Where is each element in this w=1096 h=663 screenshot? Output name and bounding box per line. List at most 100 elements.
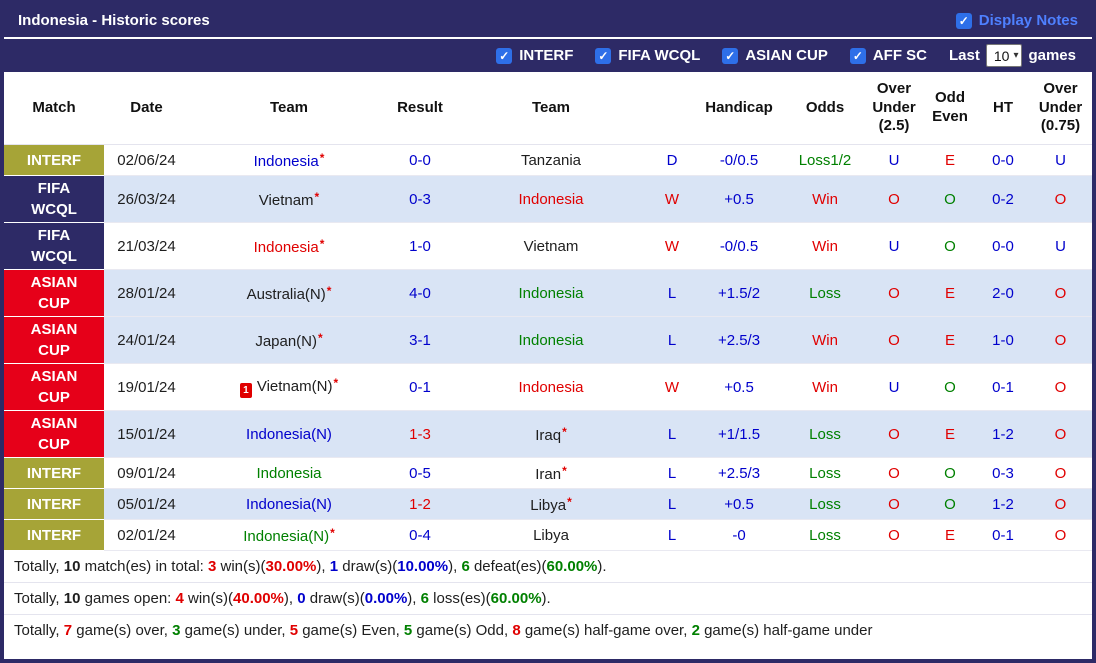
filter-toggle-aff-sc[interactable]: ✓ AFF SC <box>849 47 928 64</box>
column-header <box>651 72 693 145</box>
odds-result: Loss <box>785 519 865 551</box>
competition-label: FIFA WCQL <box>31 180 77 218</box>
team-name: Vietnam <box>523 237 579 255</box>
summary-section: Totally, 10 match(es) in total: 3 win(s)… <box>4 551 1092 646</box>
summary-segment: 5 <box>289 622 299 639</box>
result-letter: L <box>651 269 693 317</box>
score: 0-4 <box>389 519 451 551</box>
summary-segment: Totally, <box>14 590 64 607</box>
checkbox-icon[interactable]: ✓ <box>496 47 513 64</box>
summary-segment: 0.00% <box>364 590 408 607</box>
star-marker: * <box>326 283 332 298</box>
display-notes-label: Display Notes <box>978 12 1078 29</box>
result-letter: L <box>651 519 693 551</box>
star-marker: * <box>319 236 325 251</box>
odds-result: Win <box>785 363 865 411</box>
last-games-control: Last 10 ▾ games <box>949 44 1076 67</box>
handicap: +0.5 <box>693 488 785 520</box>
away-team: Libya <box>451 519 651 551</box>
summary-segment: 4 <box>175 590 184 607</box>
competition-label: INTERF <box>26 526 82 544</box>
star-marker: * <box>330 525 335 540</box>
summary-segment: 30.00% <box>265 558 317 575</box>
result-letter: W <box>651 175 693 223</box>
checkbox-icon[interactable]: ✓ <box>722 47 739 64</box>
column-header: Match <box>4 72 104 145</box>
filter-label: ASIAN CUP <box>745 47 828 64</box>
filter-bar: ✓ INTERF ✓ FIFA WCQL ✓ ASIAN CUP ✓ AFF SC Last … <box>4 39 1092 72</box>
match-date: 24/01/24 <box>104 316 189 364</box>
team-name: Vietnam <box>258 191 314 209</box>
summary-segment: game(s) half-game under <box>699 622 873 639</box>
filter-toggle-interf[interactable]: ✓ INTERF <box>496 47 573 64</box>
half-time-score: 0-1 <box>977 363 1029 411</box>
filter-toggle-asian-cup[interactable]: ✓ ASIAN CUP <box>722 47 828 64</box>
display-notes-toggle[interactable]: ✓ Display Notes <box>955 12 1078 29</box>
half-time-score: 0-3 <box>977 457 1029 489</box>
summary-segment: match(es) in total: <box>80 558 208 575</box>
filter-toggle-fifa-wcql[interactable]: ✓ FIFA WCQL <box>595 47 700 64</box>
summary-segment: ). <box>597 558 607 575</box>
team-name: Indonesia <box>518 331 584 349</box>
away-team: Indonesia <box>451 175 651 223</box>
summary-segment: win(s)( <box>183 590 234 607</box>
home-team: Indonesia <box>189 457 389 489</box>
summary-segment: 1 <box>329 558 339 575</box>
half-time-score: 2-0 <box>977 269 1029 317</box>
table-row: INTERF 05/01/24 Indonesia(N) 1-2 Libya* L +0.5… <box>4 488 1092 520</box>
display-notes-checkbox[interactable]: ✓ <box>955 12 972 29</box>
competition-badge: ASIAN CUP <box>4 410 104 458</box>
team-name: Indonesia(N) <box>246 495 332 513</box>
filter-label: AFF SC <box>872 47 928 64</box>
checkbox-icon[interactable]: ✓ <box>849 47 866 64</box>
team-name: Japan(N) <box>255 332 318 350</box>
summary-segment: 5 <box>403 622 413 639</box>
home-team: Indonesia(N)* <box>189 519 389 551</box>
chevron-down-icon: ▾ <box>1013 50 1019 61</box>
handicap: +0.5 <box>693 175 785 223</box>
column-header: Team <box>189 72 389 145</box>
summary-line: Totally, 10 games open: 4 win(s)(40.00%)… <box>4 582 1092 614</box>
odd-even: E <box>923 316 977 364</box>
odds-result: Loss <box>785 488 865 520</box>
away-team: Tanzania <box>451 144 651 176</box>
table-header-row: Match Date Team Result Team Handicap Odds Over … <box>4 72 1092 145</box>
table-row: ASIAN CUP 24/01/24 Japan(N)* 3-1 Indonesia L +… <box>4 316 1092 364</box>
score: 1-0 <box>389 222 451 270</box>
half-time-score: 1-0 <box>977 316 1029 364</box>
result-letter: W <box>651 222 693 270</box>
odd-even: E <box>923 410 977 458</box>
summary-segment: 10.00% <box>397 558 449 575</box>
summary-segment: 10 <box>63 590 81 607</box>
home-team: Indonesia* <box>189 144 389 176</box>
summary-segment: 10 <box>63 558 81 575</box>
team-name: Iran <box>535 465 562 483</box>
match-date: 26/03/24 <box>104 175 189 223</box>
checkbox-icon[interactable]: ✓ <box>595 47 612 64</box>
team-name: Indonesia <box>256 464 322 482</box>
over-under-2-5: O <box>865 316 923 364</box>
team-name: Iraq <box>535 426 562 444</box>
column-header: Handicap <box>693 72 785 145</box>
summary-segment: game(s) under, <box>180 622 290 639</box>
page-title: Indonesia - Historic scores <box>18 12 210 29</box>
home-team: Indonesia(N) <box>189 488 389 520</box>
odds-result: Win <box>785 175 865 223</box>
result-letter: L <box>651 457 693 489</box>
filter-label: FIFA WCQL <box>618 47 701 64</box>
summary-segment: 60.00% <box>546 558 598 575</box>
home-team: Japan(N)* <box>189 316 389 364</box>
over-under-2-5: O <box>865 488 923 520</box>
result-letter: D <box>651 144 693 176</box>
odd-even: O <box>923 175 977 223</box>
summary-segment: Totally, <box>14 558 64 575</box>
summary-segment: 6 <box>420 590 429 607</box>
away-team: Iran* <box>451 457 651 489</box>
last-games-select[interactable]: 10 ▾ <box>985 44 1023 67</box>
half-time-score: 0-0 <box>977 222 1029 270</box>
away-team: Indonesia <box>451 316 651 364</box>
odd-even: O <box>923 457 977 489</box>
handicap: +1/1.5 <box>693 410 785 458</box>
table-row: ASIAN CUP 28/01/24 Australia(N)* 4-0 Indones… <box>4 269 1092 317</box>
